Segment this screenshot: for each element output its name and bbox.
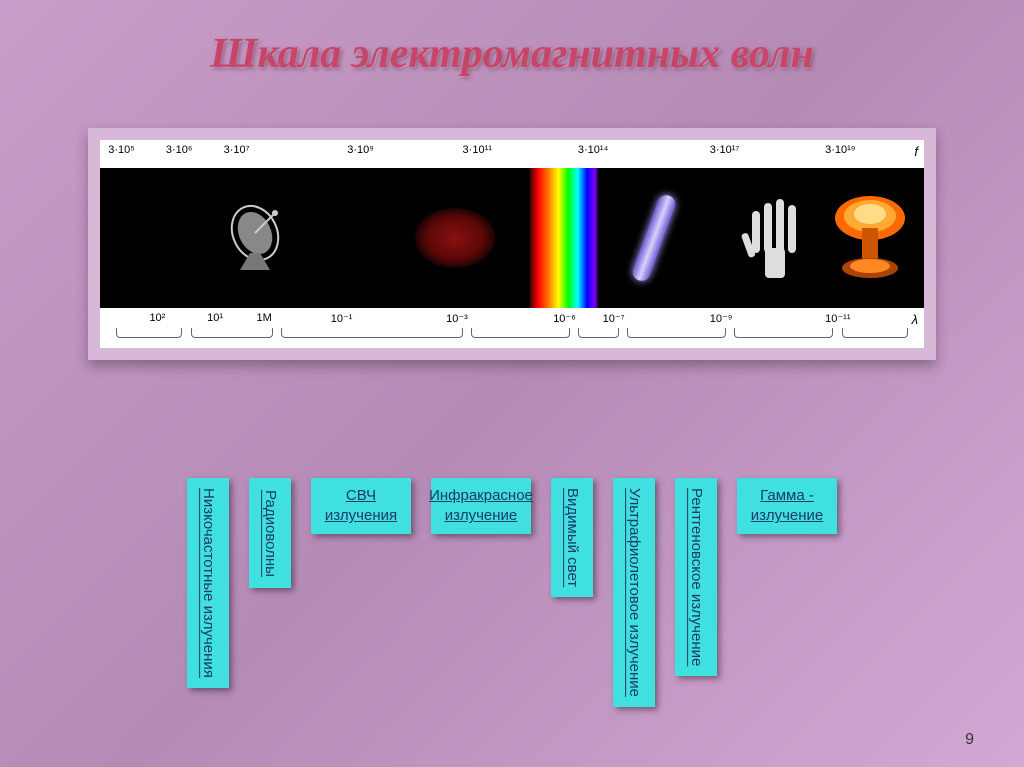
category-link[interactable]: Инфракрасное излучение	[431, 478, 531, 535]
wavelength-tick: 10²	[149, 312, 165, 324]
frequency-tick: 3·10¹⁹	[825, 144, 855, 156]
range-bracket	[191, 328, 273, 338]
frequency-tick: 3·10⁶	[166, 144, 193, 156]
spectrum-diagram: f 3·10⁵ 3·10⁶ 3·10⁷ 3·10⁹ 3·10¹¹ 3·10¹⁴ 3·10¹⁷…	[88, 128, 936, 360]
uv-lamp-icon	[630, 193, 678, 284]
category-link[interactable]: Рентгеновское излучение	[675, 478, 717, 676]
wavelength-tick: 10⁻¹	[331, 312, 353, 325]
category-link[interactable]: Низкочастотные излучения	[187, 478, 229, 688]
wavelength-tick: 1М	[257, 312, 272, 324]
frequency-tick: 3·10¹⁴	[578, 144, 608, 156]
frequency-axis: f 3·10⁵ 3·10⁶ 3·10⁷ 3·10⁹ 3·10¹¹ 3·10¹⁴ 3·10¹⁷…	[100, 140, 924, 168]
frequency-tick: 3·10⁵	[108, 144, 135, 156]
frequency-axis-label: f	[914, 144, 918, 159]
spectrum-band	[100, 168, 924, 308]
frequency-tick: 3·10⁹	[347, 144, 374, 156]
antenna-dish-icon	[220, 198, 300, 278]
wavelength-tick: 10⁻⁷	[603, 312, 625, 325]
frequency-tick: 3·10¹¹	[463, 144, 492, 156]
category-link[interactable]: СВЧ излучения	[311, 478, 411, 535]
range-bracket	[471, 328, 570, 338]
wavelength-tick: 10⁻³	[446, 312, 468, 325]
category-link[interactable]: Ультрафиолетовое излучение	[613, 478, 655, 707]
range-bracket	[842, 328, 908, 338]
frequency-tick: 3·10¹⁷	[710, 144, 740, 156]
range-bracket	[281, 328, 462, 338]
wavelength-tick: 10⁻⁶	[553, 312, 576, 325]
page-number: 9	[965, 731, 974, 749]
nuclear-explosion-icon	[820, 188, 920, 288]
wavelength-axis: λ 10² 10¹ 1М 10⁻¹ 10⁻³ 10⁻⁶ 10⁻⁷ 10⁻⁹ 10⁻¹¹	[100, 308, 924, 348]
visible-light-spectrum	[530, 168, 598, 308]
wavelength-tick: 10¹	[207, 312, 223, 324]
range-bracket	[627, 328, 726, 338]
category-link[interactable]: Видимый свет	[551, 478, 593, 597]
category-row: Низкочастотные излучения Радиоволны СВЧ из…	[0, 478, 1024, 707]
page-title: Шкала электромагнитных волн	[0, 0, 1024, 78]
range-bracket	[734, 328, 833, 338]
wavelength-tick: 10⁻⁹	[710, 312, 733, 325]
wavelength-axis-label: λ	[912, 312, 918, 327]
range-bracket	[578, 328, 619, 338]
wavelength-tick: 10⁻¹¹	[825, 312, 850, 325]
range-bracket	[116, 328, 182, 338]
category-link[interactable]: Гамма - излучение	[737, 478, 837, 535]
red-glow-icon	[415, 208, 495, 268]
hand-xray-icon	[740, 193, 810, 283]
frequency-tick: 3·10⁷	[224, 144, 250, 156]
category-link[interactable]: Радиоволны	[249, 478, 291, 588]
